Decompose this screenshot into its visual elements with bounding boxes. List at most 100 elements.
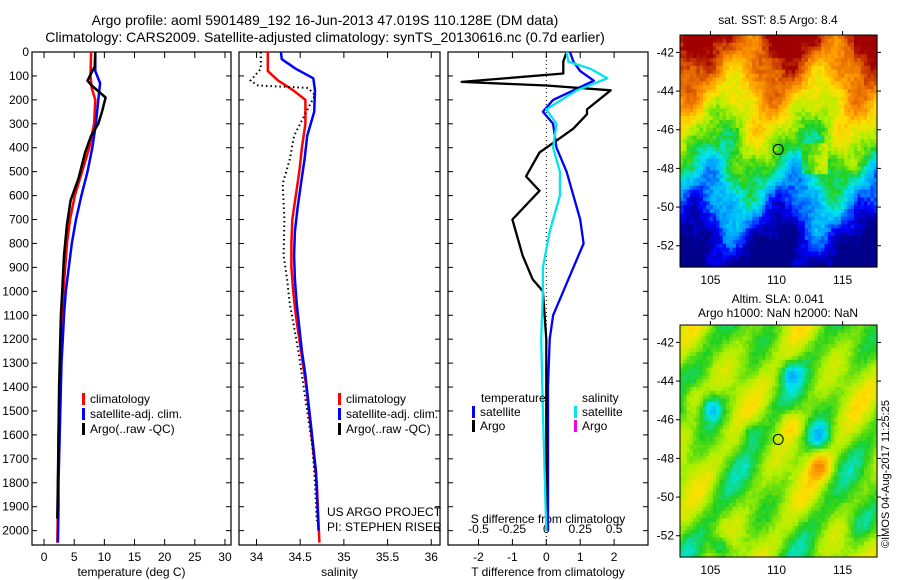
temperature-series-argo: [56, 51, 107, 519]
salinity-xlabel: salinity: [321, 565, 358, 579]
diff-legend-temp-argo-swatch: [472, 420, 475, 432]
sst-map-ytick-label: -42: [657, 45, 675, 59]
sst-map-argo-marker: [772, 143, 784, 155]
depth-ytick-label: 1300: [2, 356, 29, 370]
depth-ytick-label: 900: [9, 260, 29, 274]
depth-ytick-label: 1700: [2, 452, 29, 466]
temperature-legend-item-swatch: [82, 393, 85, 405]
sst-map-title: sat. SST: 8.5 Argo: 8.4: [718, 13, 838, 27]
diff-legend-sal-argo-label: Argo: [582, 419, 608, 433]
salinity-legend-item-swatch: [338, 393, 341, 405]
sst-map-ytick-label: -48: [657, 161, 675, 175]
salinity-series-climatology: [266, 52, 321, 543]
salinity-xtick-label: 34: [250, 550, 264, 564]
depth-ytick-label: 1200: [2, 332, 29, 346]
sla-map-ytick-label: -52: [657, 529, 675, 543]
temperature-xlabel: temperature (deg C): [77, 565, 185, 579]
sst-map-ytick-label: -52: [657, 239, 675, 253]
salinity-legend-item-label: Argo(..raw -QC): [346, 422, 431, 436]
depth-ytick-label: 100: [9, 69, 29, 83]
difference-series-temperature-satellite: [541, 51, 595, 531]
temperature-xtick-label: 5: [71, 550, 78, 564]
sst-map-xtick-label: 115: [833, 273, 852, 287]
temperature-plot-frame: [31, 51, 232, 546]
salinity-xtick-label: 35.5: [376, 550, 400, 564]
sst-map-xtick-label: 110: [767, 273, 786, 287]
tdiff-xtick-label: 0: [543, 550, 550, 564]
salinity-legend-item-swatch: [338, 423, 341, 435]
temperature-xtick-label: 30: [218, 550, 232, 564]
tdiff-xtick-label: -2: [473, 550, 484, 564]
sst-map-frame: [679, 34, 878, 268]
annotation-project: US ARGO PROJECT: [327, 505, 442, 519]
depth-ytick-label: 300: [9, 117, 29, 131]
sla-map-title-line2: Argo h1000: NaN h2000: NaN: [698, 306, 858, 320]
diff-legend-sal-argo-swatch: [574, 420, 577, 432]
diff-legend-salinity-title: salinity: [582, 391, 619, 405]
sla-map-ytick-label: -46: [657, 413, 675, 427]
sla-map-ytick-label: -44: [657, 374, 675, 388]
temperature-legend-item-label: climatology: [90, 392, 150, 406]
salinity-series-argo: [249, 52, 318, 522]
temperature-xtick-label: 15: [128, 550, 142, 564]
sla-map-frame: [679, 324, 878, 558]
depth-ytick-label: 700: [9, 213, 29, 227]
depth-ytick-label: 1800: [2, 476, 29, 490]
temperature-legend-item-label: Argo(..raw -QC): [90, 422, 175, 436]
diff-legend-temperature-title: temperature: [481, 391, 546, 405]
salinity-xtick-label: 35: [337, 550, 351, 564]
salinity-series-satellite-adj-clim-: [279, 51, 320, 531]
sla-map-xtick-label: 110: [767, 563, 786, 577]
sla-map-ytick-label: -48: [657, 451, 675, 465]
figure-title-line1: Argo profile: aoml 5901489_192 16-Jun-20…: [91, 12, 559, 28]
tdiff-xtick-label: 2: [611, 550, 618, 564]
credit-text: ©IMOS 04-Aug-2017 11:25:25: [880, 400, 892, 548]
sst-map-ytick-label: -46: [657, 123, 675, 137]
salinity-xtick-label: 36: [425, 550, 439, 564]
temperature-xtick-label: 25: [188, 550, 202, 564]
sla-map-xtick-label: 115: [833, 563, 852, 577]
depth-ytick-label: 400: [9, 141, 29, 155]
tdiff-xlabel: T difference from climatology: [471, 565, 625, 579]
salinity-xtick-label: 34.5: [288, 550, 312, 564]
depth-ytick-label: 1500: [2, 404, 29, 418]
sdiff-xtick-label: -0.5: [468, 522, 489, 536]
temperature-xtick-label: 20: [158, 550, 172, 564]
salinity-legend-item-swatch: [338, 408, 341, 420]
depth-ytick-label: 1400: [2, 380, 29, 394]
diff-legend-temp-argo-label: Argo: [480, 419, 506, 433]
depth-ytick-label: 800: [9, 236, 29, 250]
sla-map-ytick-label: -42: [657, 335, 675, 349]
sla-map-title-line1: Altim. SLA: 0.041: [732, 292, 825, 306]
figure-title-line2: Climatology: CARS2009. Satellite-adjuste…: [45, 29, 605, 45]
depth-ytick-label: 1100: [3, 308, 29, 322]
sst-map-ytick-label: -44: [657, 84, 675, 98]
salinity-legend-item-label: satellite-adj. clim.: [346, 407, 438, 421]
sla-map-heatmap: [680, 325, 878, 558]
sla-map-xtick-label: 105: [700, 563, 720, 577]
tdiff-xtick-label: -1: [507, 550, 518, 564]
sst-map-heatmap: [680, 35, 878, 268]
diff-legend-temp-satellite-swatch: [472, 406, 475, 418]
sst-map-xtick-label: 105: [700, 273, 720, 287]
temperature-xtick-label: 0: [41, 550, 48, 564]
difference-plot-frame: [447, 51, 649, 546]
diff-legend-sal-satellite-label: satellite: [582, 405, 623, 419]
sla-map-ytick-label: -50: [657, 490, 675, 504]
salinity-plot-frame: [238, 51, 441, 546]
salinity-legend-item-label: climatology: [346, 392, 406, 406]
depth-ytick-label: 600: [9, 189, 29, 203]
depth-ytick-label: 500: [9, 165, 29, 179]
difference-series-temperature-argo: [460, 51, 612, 531]
depth-ytick-label: 1900: [2, 500, 29, 514]
temperature-xtick-label: 10: [98, 550, 112, 564]
temperature-legend-item-swatch: [82, 423, 85, 435]
sst-map-ytick-label: -50: [657, 200, 675, 214]
annotation-pi: PI: STEPHEN RISER: [327, 520, 442, 534]
depth-ytick-label: 200: [9, 93, 29, 107]
sla-map-argo-marker: [772, 433, 784, 445]
depth-ytick-label: 1600: [2, 428, 29, 442]
depth-ytick-label: 1000: [2, 284, 29, 298]
temperature-legend-item-label: satellite-adj. clim.: [90, 407, 182, 421]
